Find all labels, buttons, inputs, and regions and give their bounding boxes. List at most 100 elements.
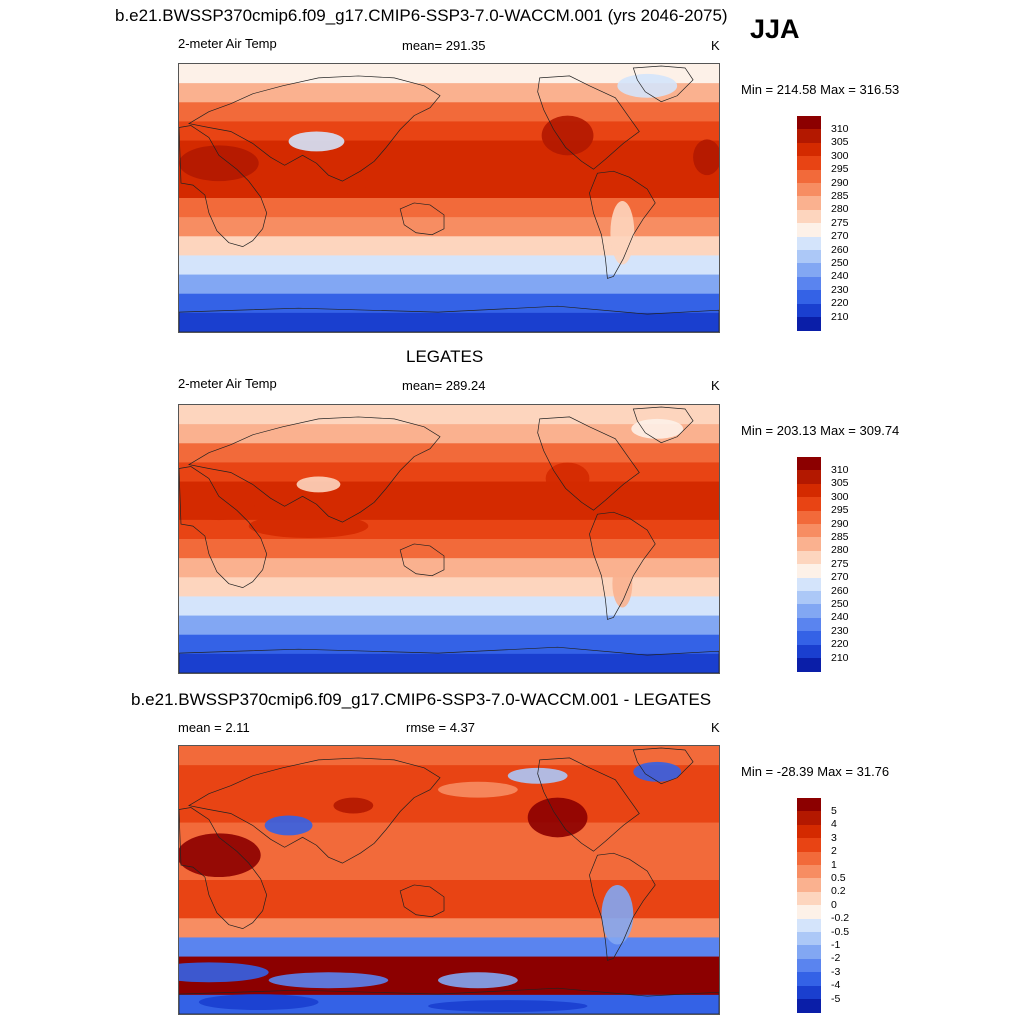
colorbar-box: [797, 631, 821, 645]
colorbar-tick-label: -3: [831, 965, 841, 978]
colorbar-tick-label: 280: [831, 544, 849, 557]
zonal-band: [179, 462, 719, 483]
colorbar-box: [797, 470, 821, 485]
colorbar-box: [797, 932, 821, 946]
colorbar-tick-label: 250: [831, 256, 849, 269]
contour-region: [507, 767, 568, 784]
colorbar-tick-label: 290: [831, 176, 849, 189]
contour-region: [179, 145, 259, 182]
colorbar-box: [797, 945, 821, 960]
coastline: [188, 757, 441, 864]
colorbar-tick-label: 295: [831, 163, 849, 176]
colorbar-tick-label: 220: [831, 638, 849, 651]
contour-region: [198, 994, 319, 1011]
colorbar-box: [797, 644, 821, 659]
colorbar-box: [797, 798, 821, 812]
colorbar-tick-label: 260: [831, 243, 849, 256]
coastline: [399, 202, 445, 236]
coastline: [179, 305, 719, 332]
coastline: [632, 747, 694, 785]
colorbar-box: [797, 537, 821, 552]
zonal-band: [179, 236, 719, 257]
colorbar-box: [797, 303, 821, 318]
colorbar-tick-label: 0.5: [831, 871, 846, 884]
colorbar-tick-label: 0: [831, 898, 837, 911]
panel-3-contour-plot: [179, 746, 719, 1014]
colorbar-box: [797, 524, 821, 538]
contour-region: [610, 200, 635, 265]
colorbar-tick-label: 310: [831, 122, 849, 135]
panel-1-map: [178, 63, 720, 333]
colorbar-tick-label: 305: [831, 477, 849, 490]
colorbar-tick-label: -1: [831, 938, 841, 951]
zonal-band: [179, 500, 719, 521]
zonal-band: [179, 293, 719, 314]
zonal-band: [179, 102, 719, 123]
colorbar-box: [797, 851, 821, 866]
colorbar-box: [797, 169, 821, 184]
panel-3-map: [178, 745, 720, 1015]
colorbar-tick-label: 230: [831, 283, 849, 296]
colorbar-tick-label: 230: [831, 624, 849, 637]
colorbar-tick-label: 300: [831, 490, 849, 503]
colorbar-box: [797, 972, 821, 986]
zonal-band: [179, 615, 719, 636]
colorbar-box: [797, 510, 821, 525]
zonal-band: [179, 274, 719, 295]
coastline: [399, 543, 445, 577]
zonal-band: [179, 899, 719, 919]
contour-region: [264, 815, 313, 836]
colorbar-box: [797, 317, 821, 331]
colorbar-tick-label: 2: [831, 845, 837, 858]
colorbar-box: [797, 918, 821, 933]
colorbar-tick-label: -0.2: [831, 912, 850, 925]
colorbar-box: [797, 591, 821, 605]
colorbar-tick-label: -5: [831, 992, 841, 1005]
coastline: [589, 852, 656, 961]
colorbar-box: [797, 958, 821, 973]
colorbar-box: [797, 999, 821, 1013]
zonal-band: [179, 918, 719, 939]
colorbar-box: [797, 290, 821, 304]
zonal-band: [179, 937, 719, 958]
zonal-band: [179, 424, 719, 444]
coastline: [179, 987, 719, 1014]
coastline: [179, 125, 268, 248]
colorbar-box: [797, 457, 821, 471]
colorbar-tick-label: 3: [831, 831, 837, 844]
zonal-band: [179, 577, 719, 598]
panel-2-variable-label: 2-meter Air Temp: [178, 376, 277, 391]
colorbar-tick-label: -0.5: [831, 925, 850, 938]
colorbar-tick-label: 260: [831, 584, 849, 597]
colorbar-box: [797, 223, 821, 237]
contour-region: [612, 559, 633, 608]
colorbar-tick-label: 0.2: [831, 885, 846, 898]
colorbar-box: [797, 604, 821, 619]
contour-region: [288, 131, 345, 152]
colorbar-tick-label: 240: [831, 270, 849, 283]
colorbar-box: [797, 824, 821, 839]
colorbar-tick-label: 305: [831, 136, 849, 149]
coastline: [632, 65, 694, 103]
panel-3-rmse-label: rmse = 4.37: [406, 720, 476, 735]
zonal-band: [179, 634, 719, 655]
contour-region: [296, 476, 341, 493]
zonal-band: [179, 956, 719, 977]
colorbar-box: [797, 183, 821, 197]
zonal-band: [179, 481, 719, 502]
coastline: [537, 416, 640, 511]
colorbar-tick-label: 240: [831, 611, 849, 624]
contour-region: [438, 781, 518, 798]
panel-1-mean-label: mean= 291.35: [402, 38, 486, 53]
contour-region: [179, 962, 269, 983]
contour-region: [182, 488, 255, 521]
zonal-band: [179, 255, 719, 276]
colorbar-box: [797, 564, 821, 578]
colorbar-tick-label: 210: [831, 310, 849, 323]
contour-region: [268, 972, 389, 989]
contour-region: [179, 833, 261, 878]
zonal-band: [179, 121, 719, 142]
contour-region: [541, 115, 594, 156]
colorbar-tick-label: 4: [831, 818, 837, 831]
panel-1-variable-label: 2-meter Air Temp: [178, 36, 277, 51]
